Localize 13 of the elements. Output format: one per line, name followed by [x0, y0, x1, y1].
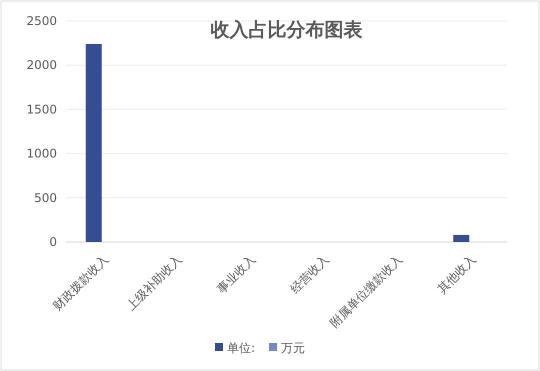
legend-label: 单位: — [227, 341, 256, 355]
y-tick-label: 1000 — [26, 146, 57, 161]
y-tick-label: 1500 — [26, 102, 57, 116]
legend-label: 万元 — [281, 341, 306, 355]
y-tick-label: 0 — [49, 235, 57, 249]
x-tick-label: 其他收入 — [434, 252, 478, 296]
y-tick-label: 2500 — [26, 14, 57, 28]
y-tick-label: 500 — [34, 190, 57, 205]
x-tick-label: 事业收入 — [214, 252, 258, 296]
y-tick-label: 2000 — [26, 58, 57, 72]
x-tick-label: 财政拨款收入 — [50, 252, 111, 314]
x-tick-label: 上级补助收入 — [124, 252, 184, 314]
chart-title: 收入占比分布图表 — [210, 19, 364, 41]
